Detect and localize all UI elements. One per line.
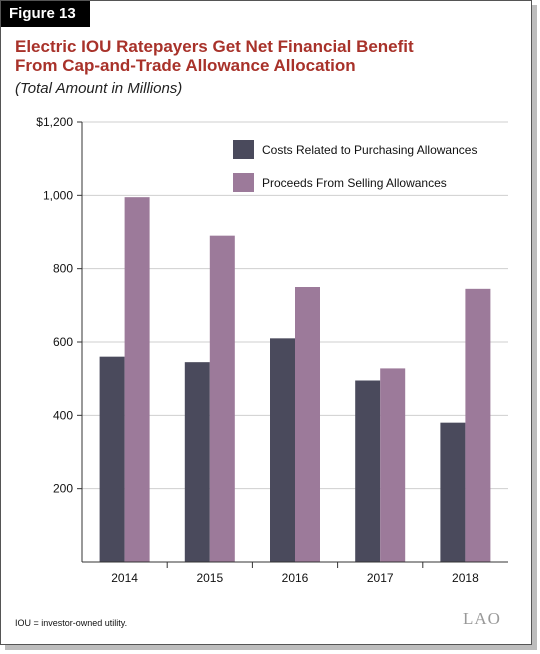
x-tick-label: 2016 — [282, 571, 309, 585]
bar-costs-2014 — [99, 356, 125, 562]
axes: 200 400 600 800 1,000 $1,200 2014 2015 2016 2017 2… — [36, 115, 508, 585]
chart-subtitle: (Total Amount in Millions) — [15, 80, 183, 97]
bar-proceeds-2018 — [465, 288, 491, 562]
chart-title: Electric IOU Ratepayers Get Net Financia… — [15, 37, 515, 75]
x-tick-label: 2015 — [196, 571, 223, 585]
y-tick-label: $1,200 — [36, 115, 73, 129]
bar-costs-2016 — [270, 338, 295, 562]
bars — [99, 197, 491, 562]
legend-swatch — [233, 140, 254, 159]
y-tick-label: 1,000 — [43, 188, 73, 202]
bar-proceeds-2014 — [124, 197, 150, 562]
figure-frame: Figure 13 Electric IOU Ratepayers Get Ne… — [0, 0, 532, 645]
bar-proceeds-2017 — [380, 368, 406, 562]
footnote: IOU = investor-owned utility. — [15, 618, 128, 628]
bar-proceeds-2016 — [295, 287, 320, 562]
legend: Costs Related to Purchasing Allowances Pr… — [233, 140, 477, 192]
bar-costs-2018 — [440, 422, 466, 562]
y-tick-label: 200 — [53, 482, 73, 496]
bar-proceeds-2015 — [209, 235, 235, 562]
bar-costs-2015 — [184, 362, 210, 562]
legend-swatch — [233, 173, 254, 192]
x-tick-label: 2018 — [452, 571, 479, 585]
y-tick-label: 800 — [53, 262, 73, 276]
y-tick-label: 400 — [53, 408, 73, 422]
chart-title-line-2: From Cap-and-Trade Allowance Allocation — [15, 56, 356, 75]
y-tick-label: 600 — [53, 335, 73, 349]
lao-logo: LAO — [463, 609, 501, 628]
figure-label: Figure 13 — [1, 1, 90, 27]
x-tick-label: 2017 — [367, 571, 394, 585]
legend-label: Costs Related to Purchasing Allowances — [262, 143, 477, 157]
legend-label: Proceeds From Selling Allowances — [262, 176, 447, 190]
chart-title-line-1: Electric IOU Ratepayers Get Net Financia… — [15, 37, 414, 56]
x-tick-label: 2014 — [111, 571, 138, 585]
bar-costs-2017 — [355, 380, 381, 562]
